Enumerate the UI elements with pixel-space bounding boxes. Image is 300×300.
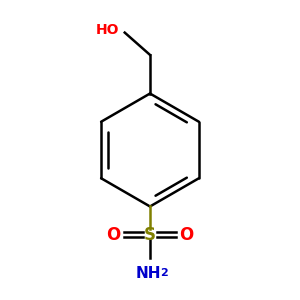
Text: S: S xyxy=(144,226,156,244)
Text: NH: NH xyxy=(136,266,161,281)
Text: O: O xyxy=(179,226,194,244)
Text: HO: HO xyxy=(95,23,119,37)
Text: 2: 2 xyxy=(160,268,168,278)
Text: O: O xyxy=(106,226,121,244)
